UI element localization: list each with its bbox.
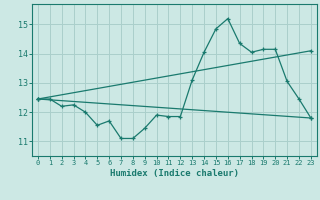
X-axis label: Humidex (Indice chaleur): Humidex (Indice chaleur) [110, 169, 239, 178]
